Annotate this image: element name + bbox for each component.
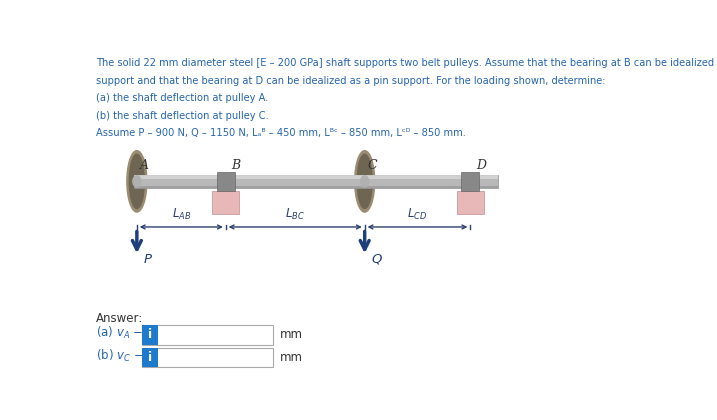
Text: $L_{CD}$: $L_{CD}$ <box>407 207 427 223</box>
Text: (b) the shaft deflection at pulley C.: (b) the shaft deflection at pulley C. <box>96 111 269 121</box>
Text: C: C <box>368 159 377 172</box>
Bar <box>457 191 483 214</box>
Text: (a) $v_A$ $-$: (a) $v_A$ $-$ <box>96 326 143 341</box>
Text: P: P <box>143 253 151 266</box>
Text: Answer:: Answer: <box>96 312 143 326</box>
Bar <box>212 191 239 214</box>
Text: $L_{AB}$: $L_{AB}$ <box>171 207 191 223</box>
Ellipse shape <box>355 151 375 212</box>
Ellipse shape <box>357 154 372 208</box>
Bar <box>461 172 479 191</box>
Ellipse shape <box>361 176 369 187</box>
Text: Assume P – 900 N, Q – 1150 N, Lₐᴮ – 450 mm, Lᴮᶜ – 850 mm, Lᶜᴰ – 850 mm.: Assume P – 900 N, Q – 1150 N, Lₐᴮ – 450 … <box>96 129 466 138</box>
Bar <box>143 348 158 368</box>
Text: D: D <box>476 159 486 172</box>
Text: i: i <box>148 328 152 341</box>
Bar <box>143 348 273 368</box>
Ellipse shape <box>133 176 141 187</box>
Ellipse shape <box>129 154 144 208</box>
Text: (b) $v_C$ $-$: (b) $v_C$ $-$ <box>96 348 144 364</box>
Text: mm: mm <box>280 328 303 341</box>
Text: mm: mm <box>280 351 303 364</box>
Bar <box>134 186 498 187</box>
Bar <box>134 175 498 179</box>
Text: (a) the shaft deflection at pulley A.: (a) the shaft deflection at pulley A. <box>96 93 269 103</box>
Bar <box>134 175 498 187</box>
Bar <box>143 325 273 345</box>
Text: $L_{BC}$: $L_{BC}$ <box>285 207 305 223</box>
Text: The solid 22 mm diameter steel [E – 200 GPa] shaft supports two belt pulleys. As: The solid 22 mm diameter steel [E – 200 … <box>96 58 717 68</box>
Text: B: B <box>232 159 240 172</box>
Ellipse shape <box>127 151 147 212</box>
Bar <box>217 172 234 191</box>
Text: support and that the bearing at D can be idealized as a pin support. For the loa: support and that the bearing at D can be… <box>96 76 606 86</box>
Text: i: i <box>148 351 152 364</box>
Text: A: A <box>140 159 148 172</box>
Bar <box>143 325 158 345</box>
Text: Q: Q <box>371 253 381 266</box>
